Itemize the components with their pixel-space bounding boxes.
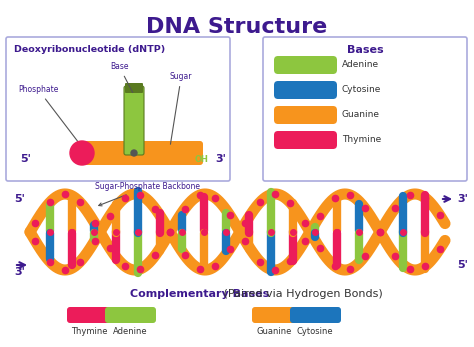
Text: Thymine: Thymine — [342, 135, 381, 144]
Text: Phosphate: Phosphate — [18, 85, 80, 145]
FancyBboxPatch shape — [105, 307, 156, 323]
FancyBboxPatch shape — [263, 37, 467, 181]
Text: Adenine: Adenine — [342, 60, 379, 69]
Circle shape — [70, 141, 94, 165]
Text: Adenine: Adenine — [113, 327, 147, 336]
FancyBboxPatch shape — [290, 307, 341, 323]
Text: 3': 3' — [14, 267, 25, 277]
Text: Bases: Bases — [346, 45, 383, 55]
FancyBboxPatch shape — [274, 56, 337, 74]
FancyBboxPatch shape — [6, 37, 230, 181]
Text: Complementary Bases: Complementary Bases — [130, 289, 269, 299]
FancyBboxPatch shape — [274, 106, 337, 124]
FancyBboxPatch shape — [274, 81, 337, 99]
FancyBboxPatch shape — [274, 131, 337, 149]
Text: 5': 5' — [457, 260, 468, 270]
Circle shape — [131, 150, 137, 156]
Text: DNA Structure: DNA Structure — [146, 17, 328, 37]
Text: Cytosine: Cytosine — [342, 85, 382, 94]
Text: 3': 3' — [215, 154, 226, 164]
Text: Sugar: Sugar — [170, 72, 192, 144]
FancyBboxPatch shape — [125, 83, 143, 93]
Text: 5': 5' — [14, 194, 25, 204]
Text: (Paired via Hydrogen Bonds): (Paired via Hydrogen Bonds) — [220, 289, 383, 299]
Text: 5': 5' — [20, 154, 31, 164]
Text: Deoxyribonucleotide (dNTP): Deoxyribonucleotide (dNTP) — [14, 45, 165, 54]
FancyBboxPatch shape — [67, 307, 111, 323]
FancyBboxPatch shape — [124, 86, 144, 155]
Text: Base: Base — [110, 62, 133, 93]
FancyBboxPatch shape — [77, 141, 203, 165]
Text: Guanine: Guanine — [256, 327, 292, 336]
Text: Cytosine: Cytosine — [297, 327, 333, 336]
FancyBboxPatch shape — [252, 307, 296, 323]
Text: Guanine: Guanine — [342, 110, 380, 119]
Text: OH: OH — [195, 154, 209, 163]
Text: Sugar-Phosphate Backbone: Sugar-Phosphate Backbone — [95, 182, 200, 206]
Text: Thymine: Thymine — [71, 327, 107, 336]
Text: 3': 3' — [457, 194, 468, 204]
